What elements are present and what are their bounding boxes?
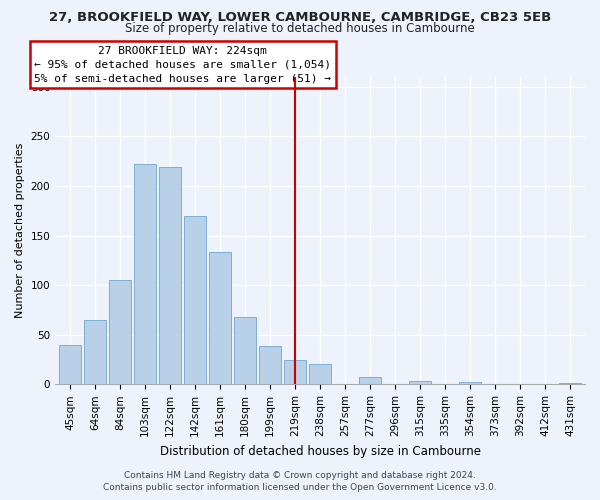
Bar (459, 382, 481, 384)
Bar (209, 252, 232, 384)
Text: Contains HM Land Registry data © Crown copyright and database right 2024.
Contai: Contains HM Land Registry data © Crown c… (103, 471, 497, 492)
Bar (84, 320, 106, 384)
Text: 27, BROOKFIELD WAY, LOWER CAMBOURNE, CAMBRIDGE, CB23 5EB: 27, BROOKFIELD WAY, LOWER CAMBOURNE, CAM… (49, 11, 551, 24)
X-axis label: Distribution of detached houses by size in Cambourne: Distribution of detached houses by size … (160, 444, 481, 458)
Bar (184, 216, 206, 384)
Bar (409, 382, 431, 384)
Y-axis label: Number of detached properties: Number of detached properties (15, 143, 25, 318)
Bar (284, 360, 307, 384)
Text: Size of property relative to detached houses in Cambourne: Size of property relative to detached ho… (125, 22, 475, 35)
Bar (359, 378, 382, 384)
Bar (59, 344, 82, 385)
Bar (309, 364, 331, 384)
Text: 27 BROOKFIELD WAY: 224sqm
← 95% of detached houses are smaller (1,054)
5% of sem: 27 BROOKFIELD WAY: 224sqm ← 95% of detac… (34, 46, 331, 84)
Bar (109, 280, 131, 384)
Bar (134, 164, 157, 384)
Bar (234, 317, 256, 384)
Bar (259, 346, 281, 385)
Bar (159, 167, 181, 384)
